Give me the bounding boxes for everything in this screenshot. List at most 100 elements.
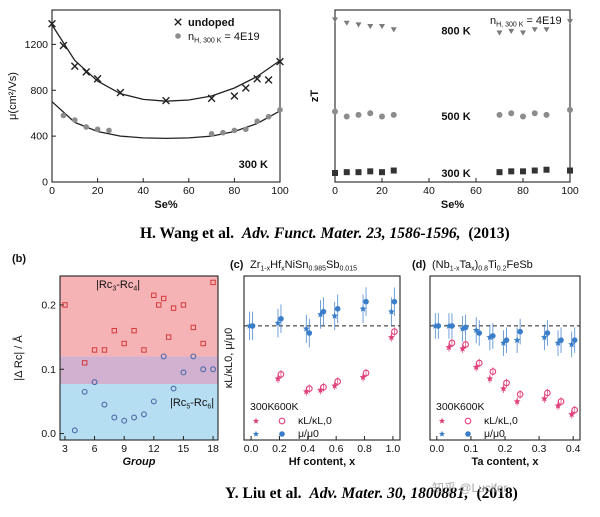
panel-title-part: 1-x — [260, 266, 270, 273]
legend-label-part: n — [490, 15, 496, 27]
zt-plot-area — [334, 9, 571, 183]
x-tick-label: 60 — [470, 185, 482, 197]
d-point — [435, 323, 442, 329]
x-tick-label: 0.0 — [244, 443, 259, 455]
d-point — [490, 333, 496, 339]
y-tick-label: 0.1 — [41, 364, 56, 376]
x-tick-label: 0.6 — [329, 443, 344, 455]
x-tick-label: 40 — [423, 185, 435, 197]
d-point — [503, 337, 510, 343]
x-tick-label: 0.4 — [566, 443, 581, 455]
undoped-point — [82, 68, 91, 76]
x-tick-label: 15 — [178, 443, 190, 455]
c-point — [362, 369, 370, 377]
d-point — [557, 398, 565, 405]
label-300k: 300 K — [441, 168, 470, 180]
panel-title-part: Hf — [270, 259, 282, 271]
y-tick-label: 400 — [30, 131, 48, 143]
c-point — [359, 373, 367, 381]
x-tick-label: 0 — [332, 185, 338, 197]
d-point — [517, 328, 523, 335]
zt-point — [390, 27, 397, 33]
x-tick-label: 0.0 — [430, 443, 445, 455]
rc34-point — [91, 347, 98, 353]
c-point — [359, 305, 367, 312]
legend-header-300k: 300K — [250, 401, 275, 413]
rc34-point — [170, 305, 177, 311]
band-blue-label-part: -Rc — [190, 397, 208, 409]
c-point — [317, 386, 324, 393]
c-plot-area — [243, 275, 401, 441]
panel-title-part: x — [471, 266, 475, 273]
c-point — [320, 383, 327, 391]
x-tick-label: 0.2 — [272, 443, 287, 455]
c-point — [278, 315, 284, 322]
y-tick-label: 0 — [42, 177, 48, 189]
zt-point — [332, 169, 338, 176]
x-axis-label: Se% — [154, 199, 177, 211]
temperature-annotation: 300 K — [239, 159, 268, 171]
panel-title-part: (Nb — [432, 259, 450, 271]
x-tick-label: 6 — [92, 443, 98, 455]
d-point — [462, 324, 469, 331]
zt-point — [567, 19, 573, 25]
x-tick-label: 20 — [92, 185, 104, 197]
band-blue-label-part: | — [211, 397, 214, 409]
zt-point — [355, 169, 362, 176]
d-point — [448, 339, 456, 347]
d-point — [571, 337, 578, 343]
x-axis-label: Group — [123, 456, 156, 468]
c-point — [277, 371, 285, 378]
zt-point — [543, 111, 550, 118]
x-tick-label: 20 — [376, 185, 388, 197]
legend-label-part: H, 300 K — [496, 22, 524, 29]
c-point — [363, 298, 369, 305]
rc34-point — [121, 340, 127, 347]
zt-point — [367, 168, 374, 175]
doped-point — [208, 131, 215, 137]
zt-point — [531, 167, 538, 174]
legend-label-part: = 4E19 — [523, 15, 561, 27]
panel-title-part: x — [281, 266, 285, 273]
zt-point — [343, 113, 350, 120]
y-axis-label: zT — [309, 90, 321, 103]
d-point — [486, 375, 494, 382]
y-axis-label: μ(cm²/Vs) — [7, 72, 19, 120]
d-point — [554, 339, 562, 346]
d-point — [544, 389, 551, 397]
panel-title-part: 0.985 — [308, 266, 326, 273]
x-tick-label: 1.0 — [386, 443, 401, 455]
band-red-label: |Rc3-Rc4| — [96, 279, 140, 293]
zt-point — [496, 111, 503, 118]
d-point — [462, 341, 469, 348]
caption-top-authors: H. Wang et al. — [140, 225, 234, 242]
legend-label: nH, 300 K = 4E19 — [490, 15, 562, 29]
band — [60, 276, 218, 357]
rc56-point — [121, 417, 128, 424]
undoped-point — [162, 96, 170, 105]
rc34-point — [81, 360, 88, 366]
rc56-point — [140, 411, 147, 418]
zt-point — [379, 23, 385, 30]
band-red-label-part: | — [137, 279, 140, 291]
rc56-point — [131, 414, 138, 421]
zt-point — [355, 22, 362, 28]
panel-title-part: NiSn — [285, 259, 309, 271]
doped-point — [60, 112, 67, 119]
band-red-label-part: -Rc — [116, 279, 134, 291]
band-blue-label-part: |Rc — [170, 397, 187, 409]
zt-point — [367, 23, 374, 30]
d-point — [500, 339, 507, 346]
x-tick-label: 12 — [148, 443, 160, 455]
d-point — [475, 359, 483, 367]
zt-point — [379, 169, 385, 176]
rc34-point — [101, 347, 108, 353]
rc34-point — [151, 292, 157, 298]
legend-kappa-label: κL/κL,0 — [484, 415, 518, 427]
c-point — [305, 385, 313, 393]
zt-point — [567, 106, 573, 113]
panel-label: (d) — [412, 259, 426, 271]
legend-kappa-label: κL/κL,0 — [298, 415, 332, 427]
rc34-point — [62, 302, 68, 308]
zt-point — [543, 27, 550, 33]
